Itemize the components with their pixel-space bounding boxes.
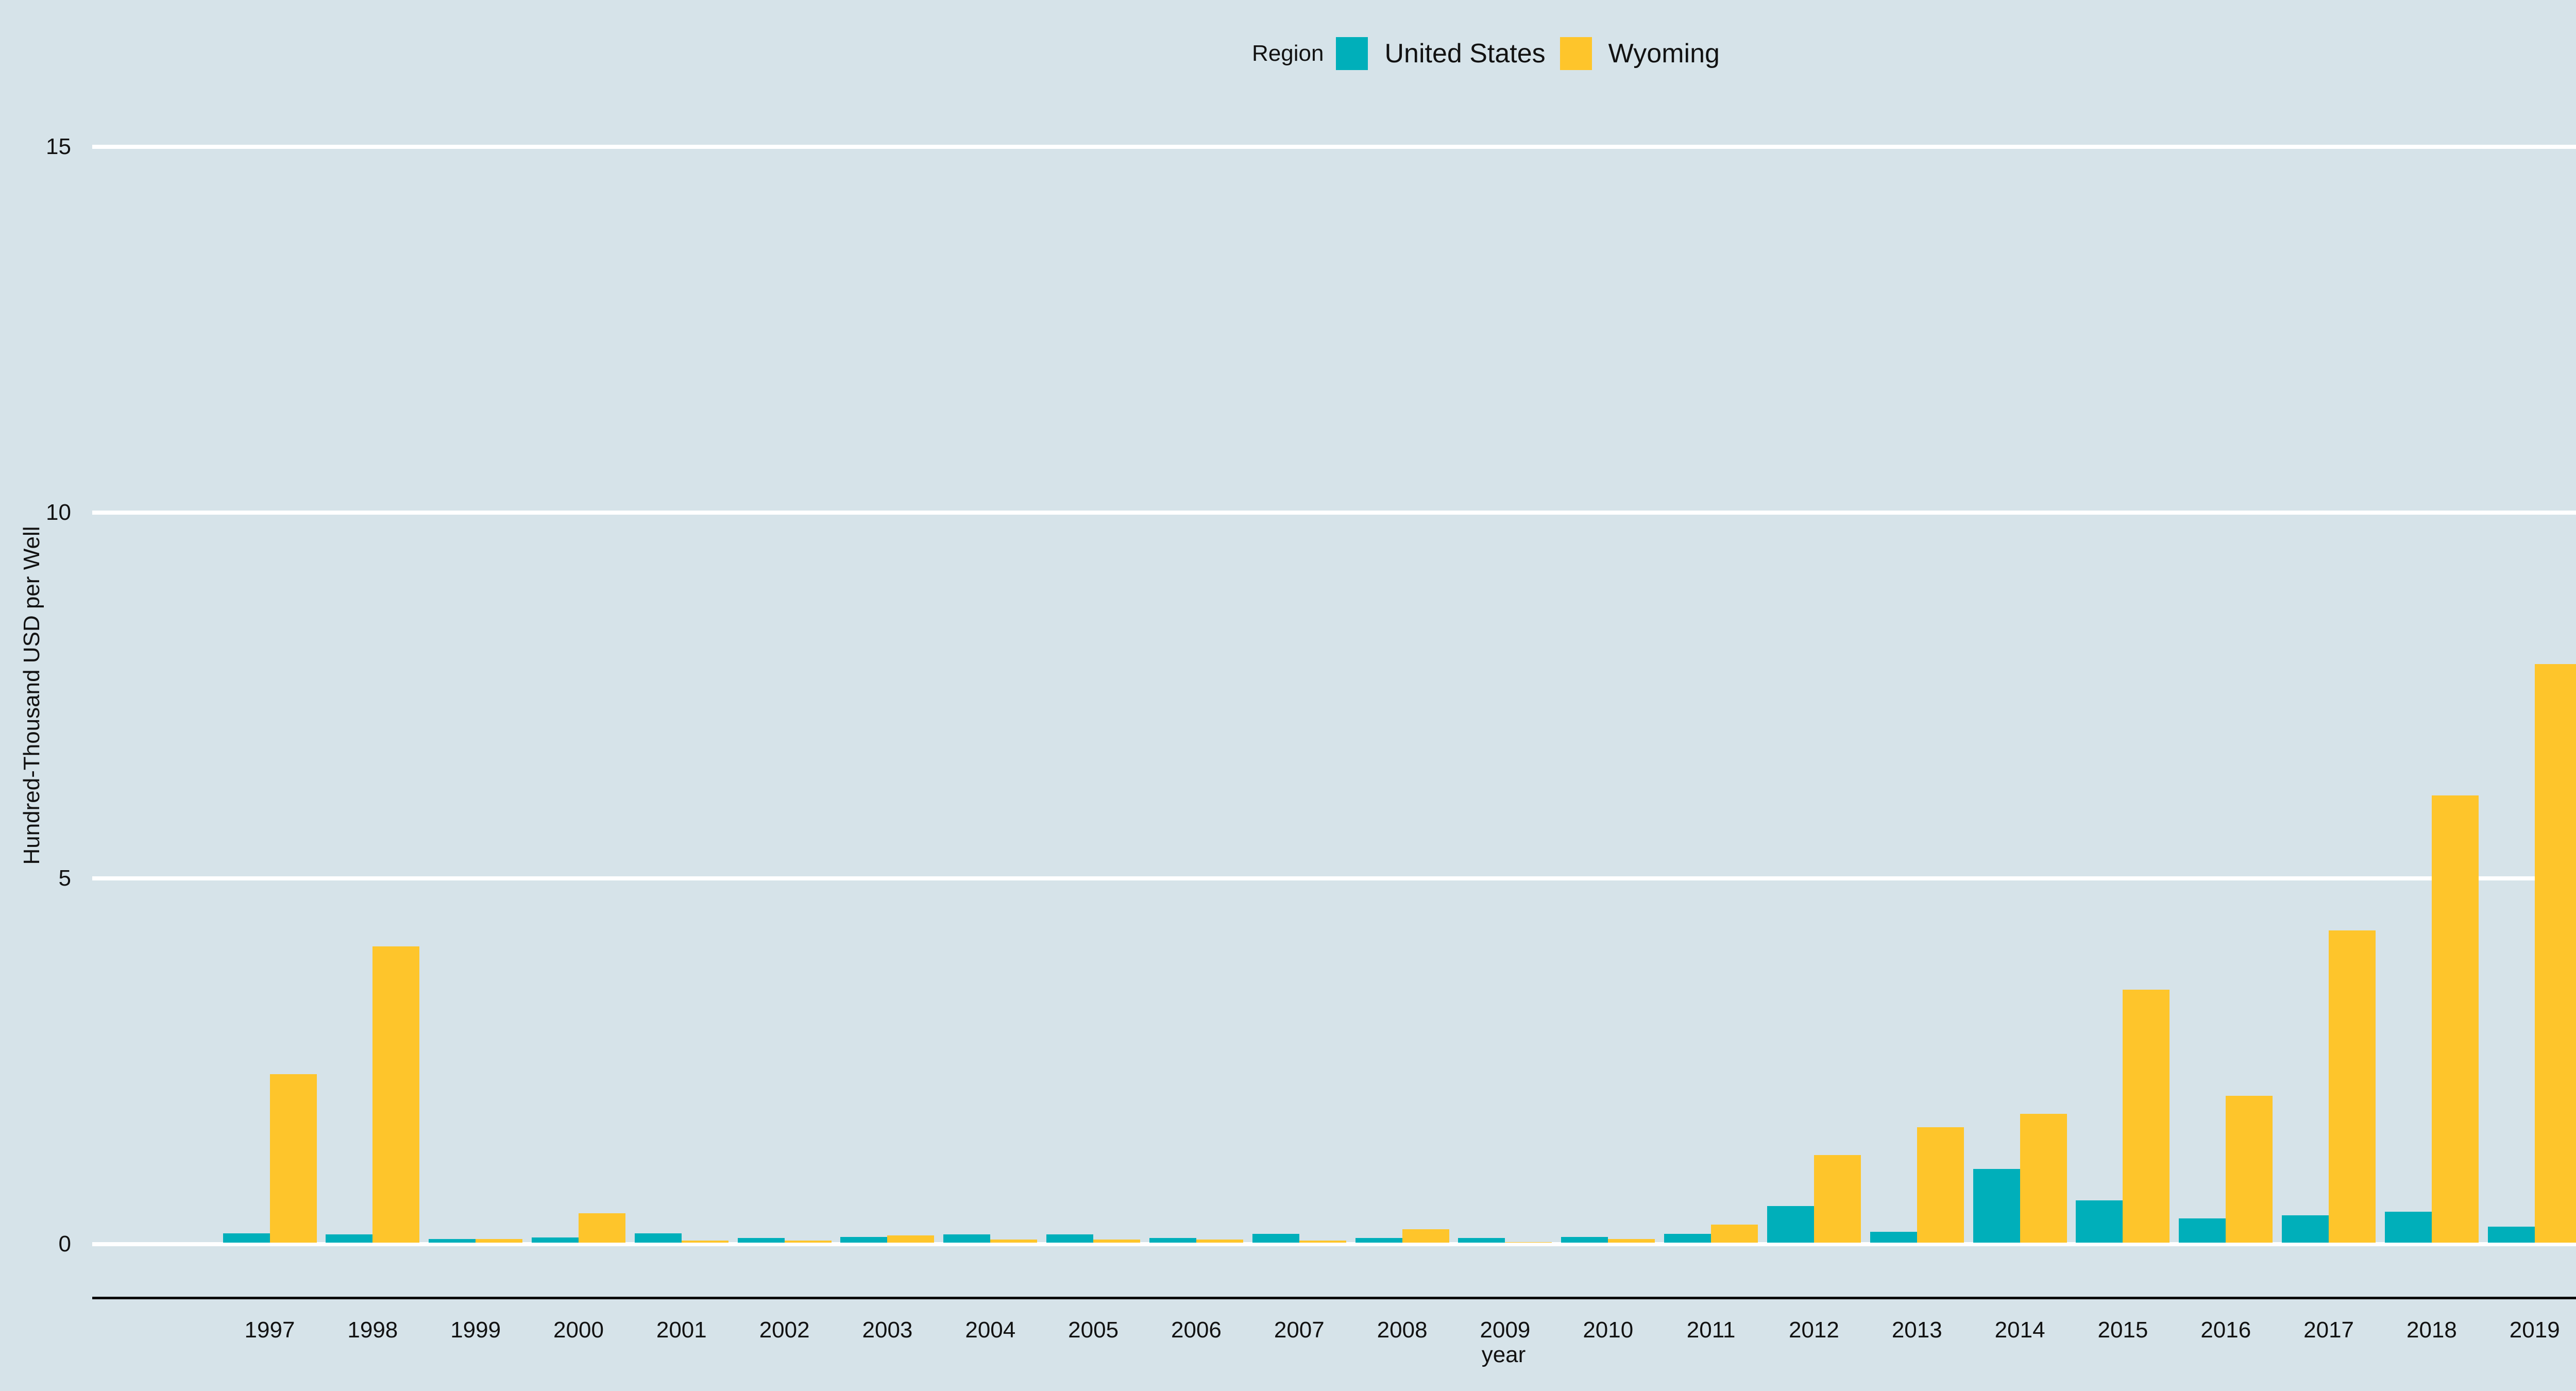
y-axis-title: Hundred-Thousand USD per Well — [19, 526, 44, 865]
x-tick-1999: 1999 — [450, 1317, 501, 1343]
bar-2015-wyoming — [2123, 989, 2170, 1243]
bar-2019-wyoming — [2534, 664, 2576, 1243]
x-tick-2019: 2019 — [2509, 1317, 2560, 1343]
x-tick-2014: 2014 — [1994, 1317, 2045, 1343]
x-tick-2003: 2003 — [862, 1317, 913, 1343]
bar-1998-wyoming — [372, 946, 420, 1243]
x-tick-2011: 2011 — [1686, 1317, 1736, 1343]
bar-2000-wyoming — [578, 1213, 625, 1243]
bar-2011-united-states — [1664, 1233, 1711, 1243]
bar-2012-united-states — [1767, 1206, 1814, 1243]
x-tick-2017: 2017 — [2303, 1317, 2354, 1343]
legend-swatch-wyoming-icon — [1560, 37, 1592, 70]
bar-2011-wyoming — [1711, 1224, 1758, 1243]
bar-2016-united-states — [2179, 1218, 2226, 1243]
bar-2002-united-states — [737, 1238, 785, 1243]
x-tick-2008: 2008 — [1377, 1317, 1428, 1343]
bar-2005-united-states — [1046, 1234, 1094, 1243]
x-tick-2015: 2015 — [2097, 1317, 2148, 1343]
bar-2001-united-states — [634, 1233, 682, 1243]
x-tick-2010: 2010 — [1583, 1317, 1634, 1343]
gridline-10 — [92, 511, 2576, 515]
bar-2019-united-states — [2487, 1226, 2535, 1243]
bar-2014-wyoming — [2020, 1114, 2067, 1243]
legend-row: Region United States Wyoming — [1252, 37, 1734, 70]
bar-2017-united-states — [2282, 1215, 2329, 1243]
bar-2006-wyoming — [1196, 1240, 1243, 1243]
x-tick-1997: 1997 — [244, 1317, 295, 1343]
x-tick-2001: 2001 — [656, 1317, 707, 1343]
y-tick-5: 5 — [58, 866, 71, 891]
bar-2018-united-states — [2384, 1212, 2432, 1243]
x-tick-2013: 2013 — [1891, 1317, 1942, 1343]
bar-2004-united-states — [943, 1234, 991, 1243]
bar-2009-united-states — [1458, 1238, 1505, 1243]
bar-2005-wyoming — [1093, 1240, 1141, 1243]
legend-entry-wyoming: Wyoming — [1560, 37, 1720, 70]
bar-2008-united-states — [1355, 1238, 1402, 1243]
bar-2000-united-states — [531, 1237, 579, 1243]
gridline-15 — [92, 145, 2576, 149]
x-tick-2018: 2018 — [2406, 1317, 2457, 1343]
x-axis-title: year — [1481, 1342, 1526, 1367]
bar-2003-united-states — [840, 1236, 888, 1243]
gridline-0 — [92, 1242, 2576, 1246]
legend-title: Region — [1252, 41, 1324, 66]
x-tick-2012: 2012 — [1788, 1317, 1839, 1343]
legend: Region United States Wyoming — [0, 37, 2576, 70]
bar-2013-wyoming — [1917, 1127, 1964, 1243]
bar-2009-wyoming — [1505, 1242, 1552, 1243]
y-tick-0: 0 — [58, 1231, 71, 1257]
bar-2006-united-states — [1149, 1238, 1196, 1243]
bar-2001-wyoming — [681, 1240, 728, 1243]
x-tick-2004: 2004 — [965, 1317, 1016, 1343]
bar-2010-united-states — [1561, 1236, 1608, 1243]
bar-2017-wyoming — [2329, 930, 2376, 1243]
bar-2008-wyoming — [1402, 1229, 1449, 1243]
x-tick-2005: 2005 — [1068, 1317, 1119, 1343]
bar-2014-united-states — [1973, 1168, 2020, 1243]
x-tick-2000: 2000 — [553, 1317, 604, 1343]
x-tick-2006: 2006 — [1171, 1317, 1222, 1343]
bar-1997-wyoming — [269, 1074, 317, 1243]
bar-2007-wyoming — [1299, 1240, 1346, 1243]
y-tick-10: 10 — [46, 500, 71, 525]
x-tick-2016: 2016 — [2200, 1317, 2251, 1343]
bar-2016-wyoming — [2226, 1095, 2273, 1243]
legend-label-wyoming: Wyoming — [1608, 39, 1720, 69]
x-tick-2007: 2007 — [1274, 1317, 1325, 1343]
y-tick-15: 15 — [46, 134, 71, 159]
bar-2007-united-states — [1252, 1233, 1299, 1243]
bar-2010-wyoming — [1608, 1239, 1655, 1243]
legend-label-united-states: United States — [1384, 39, 1546, 69]
bar-1999-united-states — [429, 1239, 476, 1243]
bar-1998-united-states — [326, 1234, 373, 1243]
bar-2002-wyoming — [784, 1240, 832, 1243]
x-axis-line — [92, 1297, 2576, 1299]
legend-entry-united-states: United States — [1336, 37, 1546, 70]
bar-2013-united-states — [1870, 1231, 1917, 1243]
bar-2018-wyoming — [2431, 795, 2479, 1243]
bar-1997-united-states — [223, 1233, 270, 1243]
x-tick-2009: 2009 — [1480, 1317, 1531, 1343]
legend-swatch-united-states-icon — [1336, 37, 1368, 70]
x-tick-1998: 1998 — [347, 1317, 398, 1343]
bar-1999-wyoming — [476, 1239, 523, 1243]
bar-2003-wyoming — [887, 1235, 935, 1243]
bar-2015-united-states — [2076, 1200, 2123, 1243]
bar-2012-wyoming — [1814, 1155, 1861, 1243]
x-tick-2002: 2002 — [759, 1317, 810, 1343]
bar-2004-wyoming — [990, 1240, 1038, 1243]
gridline-5 — [92, 876, 2576, 880]
